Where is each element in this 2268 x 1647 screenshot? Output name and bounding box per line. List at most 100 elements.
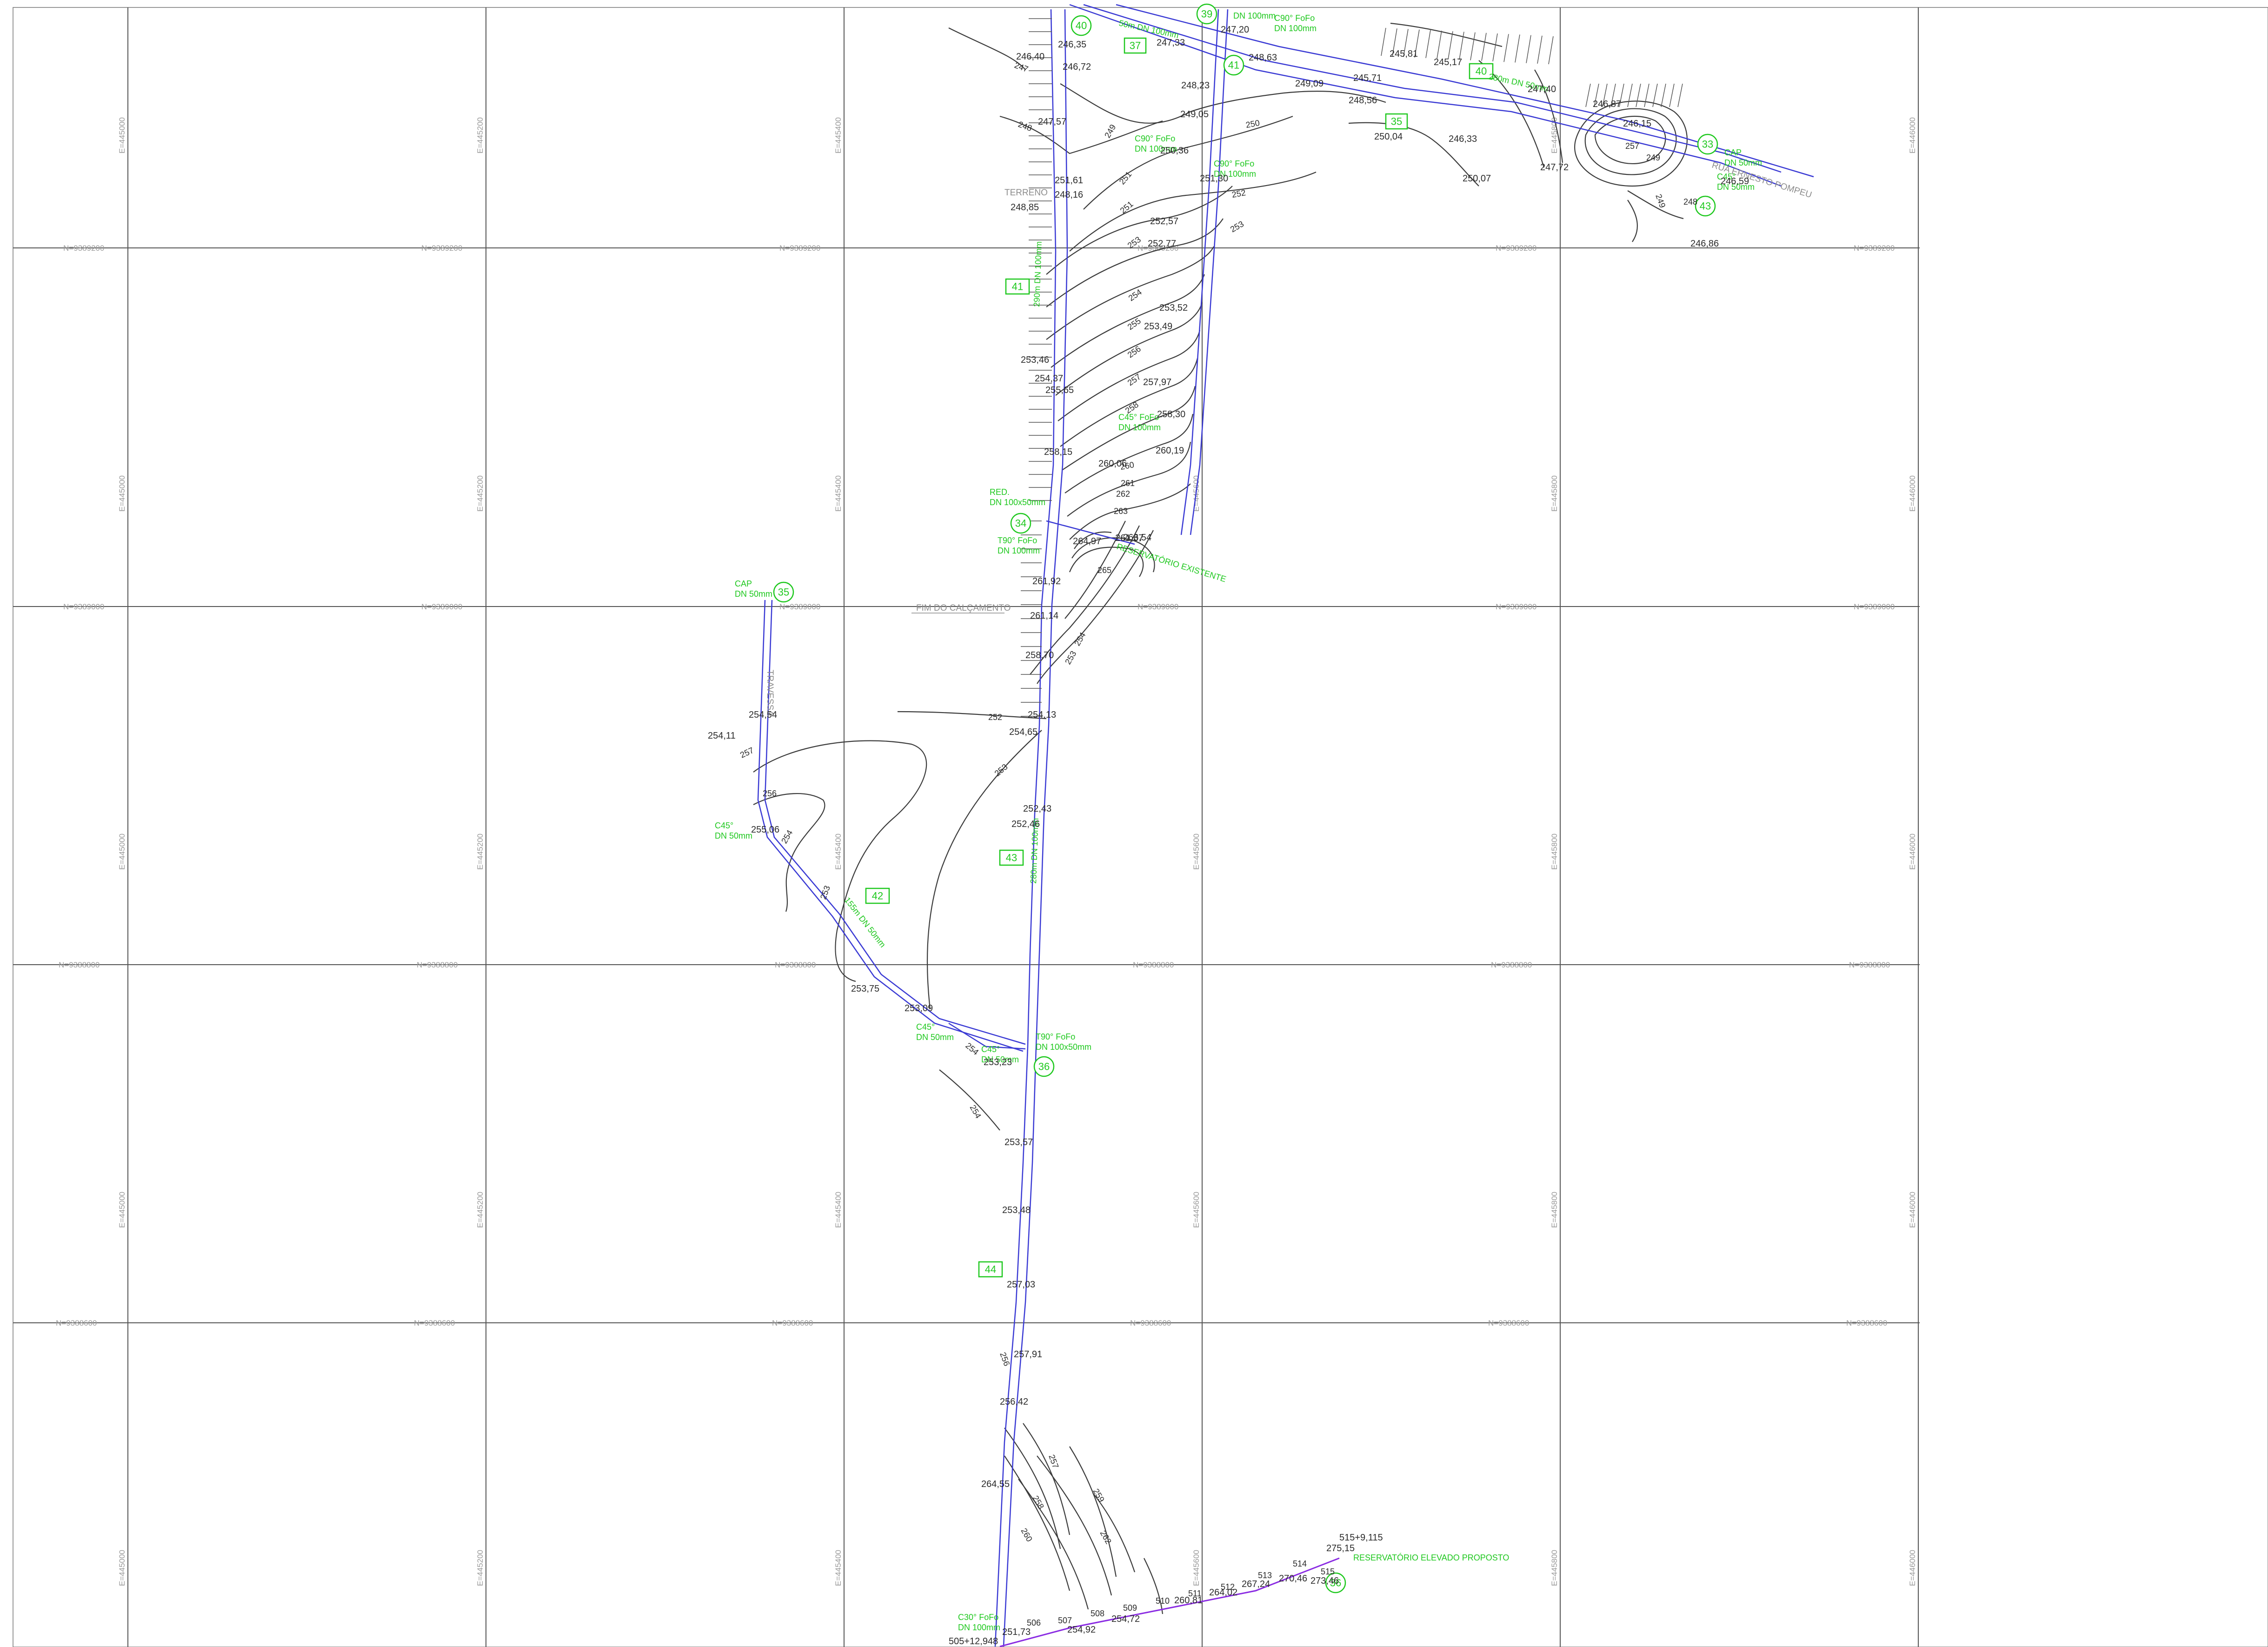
elevation-label: 246,59 [1721,176,1749,187]
elevation-label: 248,56 [1349,95,1377,106]
elevation-label: 248,23 [1181,80,1210,91]
station-tick-label: 510 [1156,1596,1170,1606]
northing-label: N=9388600 [1846,1319,1887,1327]
contour-label: 248 [1683,197,1697,207]
contour-label: 257 [1625,141,1639,151]
street-label: FIM DO CALÇAMENTO [916,603,1011,613]
contour-line [1071,537,1155,573]
elevation-label: 254,72 [1111,1614,1140,1624]
elevation-label: 246,86 [1690,239,1719,249]
elevation-label: 253,48 [1002,1205,1031,1215]
svg-text:41: 41 [1228,60,1239,71]
contour-label: 253 [1063,649,1078,666]
elevation-label: 260,19 [1156,446,1184,456]
svg-text:DN 100mm: DN 100mm [958,1623,1000,1632]
northing-label: N=9388800 [1133,960,1174,969]
profile-tick [1392,28,1397,57]
elevation-label: 247,57 [1038,117,1066,127]
profile-tick [1526,35,1531,63]
elevation-label: 260,06 [1098,459,1127,469]
pipe-run-label: 290m DN 100mm [1032,241,1044,307]
segment-marker: 44 [978,1261,1003,1278]
contour-label: 254 [964,1041,980,1057]
profile-tick [1619,83,1624,107]
contour-label: 249 [1103,123,1117,140]
profile-tick [1594,83,1599,107]
northing-label: N=9389000 [421,602,462,611]
easting-label: E=445000 [118,1192,126,1228]
contour-label: 254 [968,1103,983,1120]
contour-label: 247 [1013,60,1030,74]
svg-text:DN 50mm: DN 50mm [735,589,772,599]
elevation-values: 246,40 246,35 246,72 247,33 247,20 248,2… [708,25,1749,1637]
elevation-label: 264,97 [1073,536,1101,547]
northing-label: N=9388800 [417,960,458,969]
elevation-label: 258,70 [1025,650,1054,660]
elevation-label: 273,46 [1310,1576,1339,1586]
elevation-label: 254,54 [749,710,777,720]
svg-text:DN 100x50mm: DN 100x50mm [1036,1042,1091,1052]
profile-tick [1652,83,1658,107]
profile-tick [1636,83,1641,107]
northing-label: N=9388600 [1488,1319,1529,1327]
easting-label: E=445200 [476,834,485,870]
fitting-annotation: DN 100mm [1233,11,1276,20]
elevation-label: 261,14 [1030,611,1058,621]
segment-marker: 43 [999,849,1024,866]
node-marker: 34 [1010,513,1031,534]
northing-labels: N=9389200 N=9389200 N=9389200 N=9389200 … [56,244,1895,1327]
contour-line [1584,108,1677,175]
easting-label: E=445200 [476,117,485,153]
contour-line [1074,531,1112,549]
contour-label: 262 [1098,1529,1113,1546]
svg-text:DN 100mm: DN 100mm [1135,144,1177,153]
elevation-label: 258,30 [1157,409,1185,420]
profile-tick [1610,83,1616,107]
station-tick-label: 511 [1188,1589,1202,1598]
pipe-run-label: 50m DN 100mm [1118,18,1179,40]
svg-text:42: 42 [872,890,883,902]
elevation-label: 247,72 [1540,162,1569,173]
elevation-label: 250,04 [1374,132,1403,142]
svg-text:41: 41 [1012,281,1023,293]
contour-line [939,1069,1000,1131]
contour-line [1144,1558,1164,1614]
fitting-annotation: RED.DN 100x50mm [990,487,1045,507]
contour-line [1067,441,1191,517]
easting-labels: E=445000 E=445000 E=445000 E=445000 E=44… [118,117,1917,1586]
contour-line [1064,413,1194,493]
segment-marker: 41 [1005,278,1030,295]
svg-text:DN 100x50mm: DN 100x50mm [990,498,1045,507]
svg-text:C90° FoFo: C90° FoFo [1214,159,1254,168]
svg-text:39: 39 [1201,8,1212,20]
contour-line [753,793,825,912]
easting-label: E=446000 [1908,834,1917,870]
elevation-label: 247,40 [1528,84,1556,94]
elevation-label: 252,77 [1148,239,1176,249]
contour-label: 260 [1019,1527,1034,1543]
elevation-label: 253,75 [851,984,879,994]
elevation-label: 246,15 [1623,119,1651,129]
elevation-label: 250,07 [1463,173,1491,184]
easting-label: E=445000 [118,475,126,512]
svg-text:DN 100mm: DN 100mm [998,546,1040,555]
elevation-label: 253,49 [1144,321,1172,332]
elevation-label: 249,09 [1295,79,1324,89]
elevation-label: 246,72 [1063,62,1091,72]
elevation-label: 253,09 [905,1003,933,1014]
contour-label: 249 [1654,193,1667,209]
pipe-run-label: 280m DN 100mm [1029,818,1040,884]
node-marker: 41 [1223,54,1244,76]
easting-label: E=445800 [1550,1192,1559,1228]
contour-line [1037,1455,1112,1596]
elevation-label: 254,13 [1028,710,1056,720]
station-label: 515+9,115 [1339,1533,1383,1543]
station-tick-label: 506 [1027,1618,1041,1627]
contour-line [1069,1446,1117,1577]
svg-text:33: 33 [1702,139,1713,150]
elevation-label: 253,46 [1021,355,1049,365]
elevation-label: 248,85 [1011,202,1039,213]
